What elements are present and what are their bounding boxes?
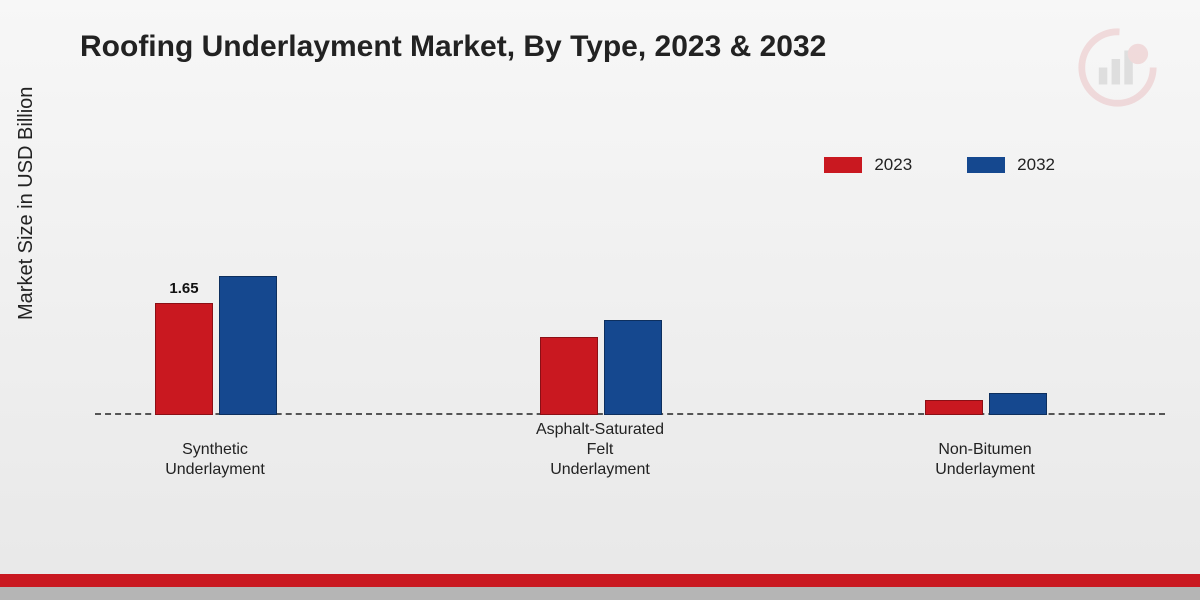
bar-group-nonbitumen — [925, 393, 1047, 415]
category-label-nonbitumen: Non-BitumenUnderlayment — [895, 440, 1075, 480]
legend-item-2023: 2023 — [824, 155, 912, 175]
y-axis-label: Market Size in USD Billion — [15, 87, 38, 320]
bar-synthetic-2032 — [219, 276, 277, 415]
footer-bar-red — [0, 574, 1200, 587]
legend-swatch-2023 — [824, 157, 862, 173]
chart-title: Roofing Underlayment Market, By Type, 20… — [80, 30, 826, 64]
chart-page: Roofing Underlayment Market, By Type, 20… — [0, 0, 1200, 600]
bar-group-synthetic: 1.65 — [155, 276, 277, 415]
watermark-logo-icon — [1075, 25, 1160, 110]
bar-asphalt-2023 — [540, 337, 598, 415]
bar-nonbitumen-2032 — [989, 393, 1047, 415]
category-label-asphalt: Asphalt-SaturatedFeltUnderlayment — [510, 420, 690, 480]
bar-asphalt-2032 — [604, 320, 662, 415]
legend-swatch-2032 — [967, 157, 1005, 173]
bar-group-asphalt — [540, 320, 662, 415]
plot-area: 2023 2032 1.65 SyntheticUnderlayment Asp… — [95, 120, 1165, 490]
bar-nonbitumen-2023 — [925, 400, 983, 415]
legend-item-2032: 2032 — [967, 155, 1055, 175]
legend: 2023 2032 — [824, 155, 1055, 175]
legend-label-2023: 2023 — [874, 155, 912, 175]
bar-value-label-synthetic-2023: 1.65 — [154, 280, 214, 297]
category-label-synthetic: SyntheticUnderlayment — [125, 440, 305, 480]
bar-synthetic-2023 — [155, 303, 213, 415]
legend-label-2032: 2032 — [1017, 155, 1055, 175]
footer-bar-gray — [0, 587, 1200, 600]
